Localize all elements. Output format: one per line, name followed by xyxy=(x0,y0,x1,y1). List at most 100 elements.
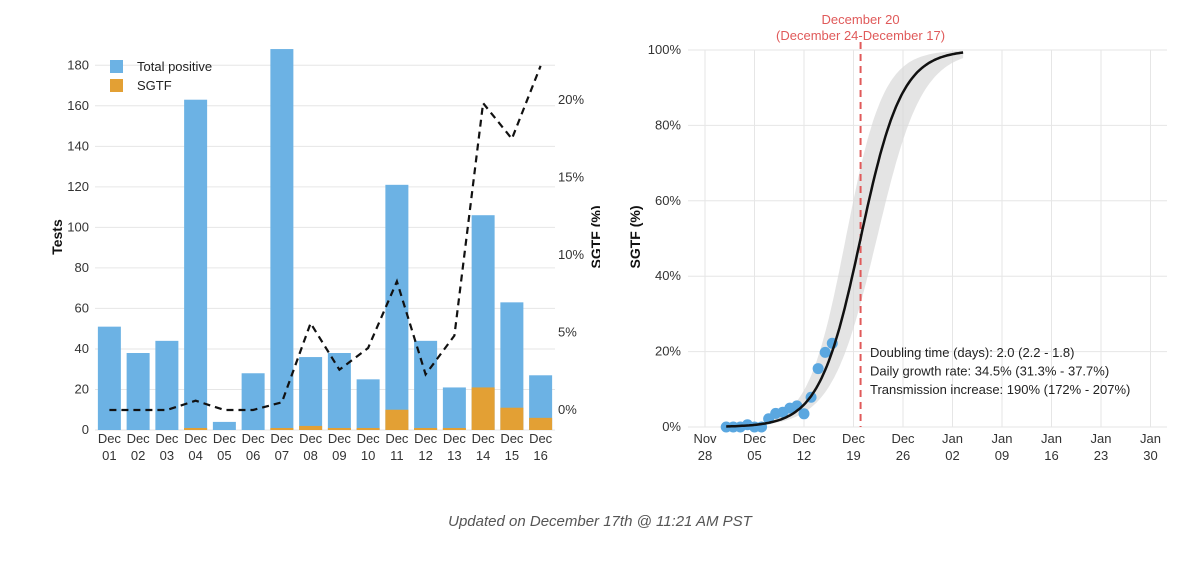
logistic-fit-line xyxy=(726,51,964,428)
x-tick-label: Dec xyxy=(743,431,767,446)
x-tick-label: Dec xyxy=(270,431,294,446)
bar-total-positive xyxy=(471,215,495,430)
y-tick-label: 80% xyxy=(655,117,681,132)
x-tick-label: Jan xyxy=(992,431,1013,446)
x-tick-label: Dec xyxy=(98,431,122,446)
bar-total-positive xyxy=(414,340,438,430)
y-tick-label: 0% xyxy=(662,419,681,434)
y-tick-label: 120 xyxy=(67,179,89,194)
fit-statistic: Doubling time (days): 2.0 (2.2 - 1.8) xyxy=(870,345,1074,360)
y-tick-label: 80 xyxy=(75,260,89,275)
y-tick-label: 160 xyxy=(67,98,89,113)
x-tick-label: 13 xyxy=(447,448,461,463)
y2-tick-label: 15% xyxy=(558,170,584,185)
sgtf-percent-line xyxy=(109,65,542,412)
x-tick-label: Dec xyxy=(529,431,553,446)
x-tick-label: 05 xyxy=(747,448,761,463)
y2-tick-label: 20% xyxy=(558,92,584,107)
x-tick-label: 16 xyxy=(1044,448,1058,463)
x-tick-label: 11 xyxy=(390,448,404,463)
x-tick-label: Dec xyxy=(414,431,438,446)
confidence-band xyxy=(726,50,964,427)
y-tick-label: 40 xyxy=(75,341,89,356)
x-tick-label: 23 xyxy=(1094,448,1108,463)
x-tick-label: 14 xyxy=(476,448,490,463)
x-tick-label: Dec xyxy=(357,431,381,446)
sgtf-bar-chart: 0204060801001201401601800%5%10%15%20%Dec… xyxy=(49,49,600,463)
x-tick-label: 12 xyxy=(418,448,432,463)
bar-total-positive xyxy=(184,99,208,431)
data-point xyxy=(791,400,803,412)
data-point xyxy=(749,421,760,433)
bar-total-positive xyxy=(241,373,265,430)
x-tick-label: Nov xyxy=(693,431,717,446)
x-tick-label: 19 xyxy=(846,448,860,463)
bar-sgtf xyxy=(442,427,466,430)
data-point xyxy=(727,421,739,433)
y-tick-label: 20 xyxy=(75,381,89,396)
bar-sgtf xyxy=(184,427,208,430)
x-tick-label: 01 xyxy=(102,448,116,463)
x-tick-label: 07 xyxy=(275,448,289,463)
x-tick-label: 15 xyxy=(505,448,519,463)
x-tick-label: 02 xyxy=(945,448,959,463)
data-point xyxy=(805,391,817,403)
x-tick-label: 02 xyxy=(131,448,145,463)
x-tick-label: 12 xyxy=(797,448,811,463)
x-tick-label: Dec xyxy=(792,431,816,446)
bar-total-positive xyxy=(500,302,524,430)
data-point xyxy=(826,337,838,349)
y-tick-label: 0 xyxy=(82,422,89,437)
data-point xyxy=(798,408,810,420)
data-point xyxy=(763,413,775,425)
bar-sgtf xyxy=(529,417,553,430)
fit-statistic: Daily growth rate: 34.5% (31.3% - 37.7%) xyxy=(870,364,1109,379)
y-axis-title: Tests xyxy=(49,219,65,255)
y-tick-label: 20% xyxy=(655,344,681,359)
x-tick-label: Dec xyxy=(155,431,179,446)
x-tick-label: 26 xyxy=(896,448,910,463)
bar-sgtf xyxy=(327,427,351,430)
y-tick-label: 180 xyxy=(67,57,89,72)
data-point xyxy=(734,421,746,433)
data-point xyxy=(770,407,782,419)
y2-tick-label: 0% xyxy=(558,402,577,417)
bar-total-positive xyxy=(356,379,380,430)
y2-tick-label: 10% xyxy=(558,247,584,262)
x-tick-label: Dec xyxy=(127,431,151,446)
x-tick-label: 05 xyxy=(217,448,231,463)
y-tick-label: 60 xyxy=(75,300,89,315)
x-tick-label: Dec xyxy=(242,431,266,446)
y2-axis-title: SGTF (%) xyxy=(588,206,600,269)
y2-tick-label: 5% xyxy=(558,325,577,340)
data-point xyxy=(812,363,824,375)
bar-total-positive xyxy=(155,340,179,430)
x-tick-label: Dec xyxy=(299,431,323,446)
y-tick-label: 140 xyxy=(67,138,89,153)
x-tick-label: Dec xyxy=(385,431,409,446)
legend-label: SGTF xyxy=(137,78,172,93)
x-tick-label: Dec xyxy=(500,431,524,446)
y-tick-label: 60% xyxy=(655,193,681,208)
x-tick-label: Dec xyxy=(443,431,467,446)
data-point xyxy=(819,346,831,358)
updated-timestamp: Updated on December 17th @ 11:21 AM PST xyxy=(448,513,752,530)
x-tick-label: 06 xyxy=(246,448,260,463)
bar-total-positive xyxy=(212,421,236,430)
x-tick-label: Jan xyxy=(1140,431,1161,446)
x-tick-label: 04 xyxy=(188,448,202,463)
x-tick-label: 08 xyxy=(303,448,317,463)
bar-total-positive xyxy=(126,353,150,430)
x-tick-label: 09 xyxy=(332,448,346,463)
midpoint-range-label: (December 24-December 17) xyxy=(776,28,945,43)
data-point xyxy=(784,402,796,414)
x-tick-label: 30 xyxy=(1143,448,1157,463)
data-point xyxy=(720,421,732,433)
y-tick-label: 100 xyxy=(67,219,89,234)
bar-total-positive xyxy=(327,353,351,430)
bar-sgtf xyxy=(356,427,380,430)
data-point xyxy=(741,419,753,431)
x-tick-label: 03 xyxy=(160,448,174,463)
x-tick-label: Jan xyxy=(1091,431,1112,446)
